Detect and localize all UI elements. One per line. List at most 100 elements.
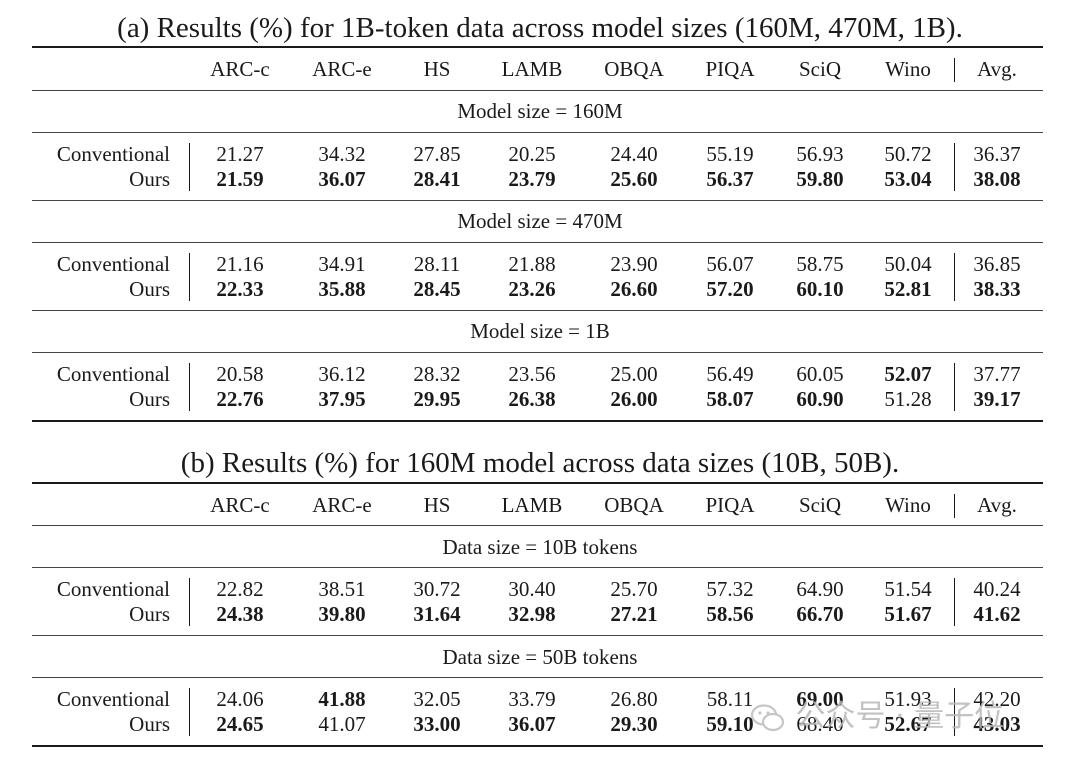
table-cell: 56.37	[706, 167, 754, 191]
section-rule	[32, 635, 1043, 636]
method-separator	[189, 253, 190, 301]
table-cell: 52.67	[884, 712, 932, 736]
table-cell: 43.03	[973, 712, 1021, 736]
header-row: ARC-c ARC-e HS LAMB OBQA PIQA SciQ Wino Avg.	[0, 56, 1080, 82]
table-cell: 29.95	[413, 387, 461, 411]
table-cell: 21.88	[508, 252, 556, 276]
table-cell: 69.00	[796, 687, 844, 711]
table-cell: 30.40	[508, 577, 556, 601]
table-cell: 50.04	[884, 252, 932, 276]
column-header: LAMB	[501, 493, 563, 517]
method-label: Conventional	[56, 687, 170, 711]
avg-separator	[954, 578, 955, 626]
table-cell: 30.72	[413, 577, 461, 601]
table-row: Conventional 22.82 38.51 30.72 30.40 25.70 57.…	[0, 576, 1080, 602]
column-header: SciQ	[799, 493, 841, 517]
table-cell: 22.82	[216, 577, 264, 601]
column-header: OBQA	[604, 493, 664, 517]
table-cell: 26.00	[610, 387, 658, 411]
table-cell: 38.08	[973, 167, 1021, 191]
method-separator	[189, 578, 190, 626]
table-cell: 52.81	[884, 277, 932, 301]
table-cell: 41.07	[318, 712, 366, 736]
section-rule	[32, 352, 1043, 353]
table-cell: 42.20	[973, 687, 1021, 711]
table-cell: 39.80	[318, 602, 366, 626]
table-cell: 26.38	[508, 387, 556, 411]
table-row: Conventional 21.16 34.91 28.11 21.88 23.90 56.…	[0, 251, 1080, 277]
section-title: Model size = 160M	[457, 99, 623, 123]
header-row: ARC-c ARC-e HS LAMB OBQA PIQA SciQ Wino Avg.	[0, 492, 1080, 518]
method-label: Ours	[129, 277, 170, 301]
table-caption: (b) Results (%) for 160M model across da…	[180, 447, 900, 479]
column-header: HS	[423, 57, 451, 81]
avg-separator	[954, 143, 955, 191]
table-cell: 32.05	[413, 687, 461, 711]
table-cell: 57.20	[706, 277, 754, 301]
header-rule	[32, 90, 1043, 91]
table-cell: 59.10	[706, 712, 754, 736]
table-cell: 53.04	[884, 167, 932, 191]
method-label: Ours	[129, 602, 170, 626]
table-caption: (a) Results (%) for 1B-token data across…	[117, 12, 963, 44]
method-label: Conventional	[56, 362, 170, 386]
column-header: Avg.	[977, 493, 1017, 517]
table-cell: 59.80	[796, 167, 844, 191]
table-cell: 33.00	[413, 712, 461, 736]
column-header: Avg.	[977, 57, 1017, 81]
table-cell: 21.16	[216, 252, 264, 276]
table-cell: 34.91	[318, 252, 366, 276]
table-cell: 41.88	[318, 687, 366, 711]
section-title: Model size = 1B	[470, 319, 610, 343]
table-cell: 31.64	[413, 602, 461, 626]
column-header: ARC-e	[312, 493, 372, 517]
column-header: ARC-c	[210, 493, 270, 517]
section-rule	[32, 567, 1043, 568]
column-header: PIQA	[705, 57, 755, 81]
section-rule	[32, 242, 1043, 243]
table-cell: 26.60	[610, 277, 658, 301]
method-label: Ours	[129, 387, 170, 411]
table-cell: 23.90	[610, 252, 658, 276]
table-cell: 28.45	[413, 277, 461, 301]
method-separator	[189, 688, 190, 736]
table-row: Ours 22.76 37.95 29.95 26.38 26.00 58.07 60.90 5…	[0, 386, 1080, 412]
table-cell: 60.10	[796, 277, 844, 301]
table-cell: 23.79	[508, 167, 556, 191]
table-cell: 24.06	[216, 687, 264, 711]
table-cell: 38.33	[973, 277, 1021, 301]
table-cell: 36.07	[318, 167, 366, 191]
table-cell: 40.24	[973, 577, 1021, 601]
avg-separator	[954, 58, 955, 82]
column-header: ARC-e	[312, 57, 372, 81]
table-cell: 57.32	[706, 577, 754, 601]
section-rule	[32, 132, 1043, 133]
avg-separator	[954, 494, 955, 518]
table-top-rule	[32, 482, 1043, 484]
table-row: Conventional 24.06 41.88 32.05 33.79 26.80 58.…	[0, 686, 1080, 712]
section-rule	[32, 677, 1043, 678]
table-cell: 21.27	[216, 142, 264, 166]
table-cell: 32.98	[508, 602, 556, 626]
column-header: ARC-c	[210, 57, 270, 81]
table-cell: 58.07	[706, 387, 754, 411]
column-header: Wino	[885, 493, 931, 517]
table-cell: 24.65	[216, 712, 264, 736]
method-label: Conventional	[56, 577, 170, 601]
table-cell: 66.70	[796, 602, 844, 626]
table-cell: 27.85	[413, 142, 461, 166]
method-label: Ours	[129, 167, 170, 191]
method-separator	[189, 363, 190, 411]
table-cell: 20.58	[216, 362, 264, 386]
table-cell: 36.07	[508, 712, 556, 736]
avg-separator	[954, 363, 955, 411]
table-cell: 56.49	[706, 362, 754, 386]
table-bottom-rule	[32, 420, 1043, 422]
table-cell: 20.25	[508, 142, 556, 166]
table-cell: 33.79	[508, 687, 556, 711]
table-cell: 36.12	[318, 362, 366, 386]
table-cell: 58.11	[706, 687, 754, 711]
table-cell: 29.30	[610, 712, 658, 736]
column-header: Wino	[885, 57, 931, 81]
table-cell: 26.80	[610, 687, 658, 711]
